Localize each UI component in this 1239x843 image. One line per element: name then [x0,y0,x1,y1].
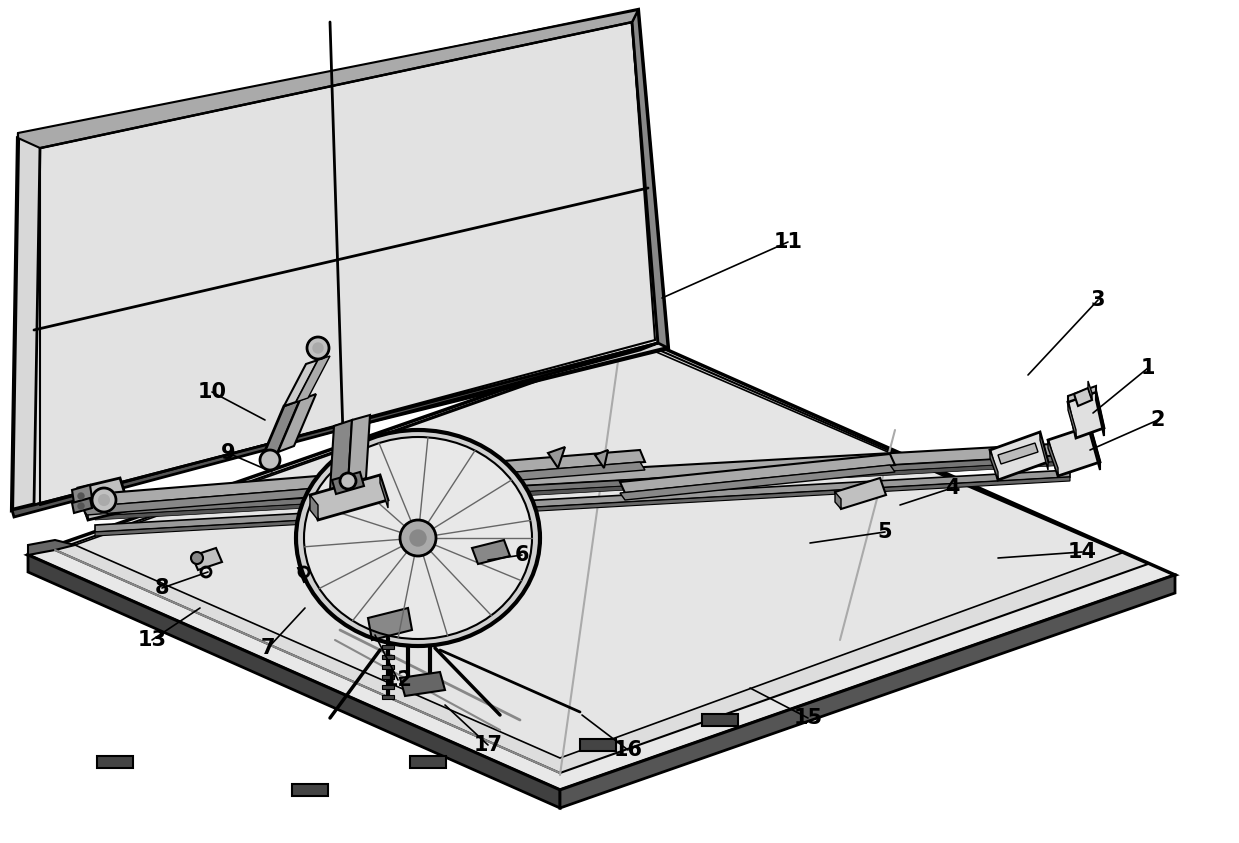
Polygon shape [310,495,318,520]
Circle shape [400,520,436,556]
Polygon shape [703,714,738,726]
Polygon shape [95,455,1070,516]
Text: 6: 6 [514,545,529,565]
Text: 2: 2 [1151,410,1165,430]
Polygon shape [278,394,316,452]
Circle shape [99,495,109,505]
Polygon shape [72,485,92,503]
Polygon shape [382,665,394,669]
Circle shape [339,473,356,489]
Circle shape [191,552,203,564]
Polygon shape [261,400,300,458]
Polygon shape [1048,440,1058,476]
Polygon shape [632,10,668,348]
Polygon shape [192,548,222,570]
Polygon shape [33,22,658,505]
Text: 14: 14 [1068,542,1097,562]
Polygon shape [348,415,370,484]
Polygon shape [472,540,510,564]
Polygon shape [95,443,1070,510]
Polygon shape [620,454,895,493]
Text: 9: 9 [221,443,235,463]
Text: 10: 10 [197,382,227,402]
Circle shape [78,493,84,499]
Circle shape [307,337,330,359]
Text: 7: 7 [260,638,275,658]
Ellipse shape [296,430,540,646]
Text: 13: 13 [138,630,166,650]
Polygon shape [1068,392,1104,438]
Polygon shape [95,461,1070,520]
Text: 17: 17 [473,735,503,755]
Circle shape [410,530,426,546]
Polygon shape [296,356,330,402]
Polygon shape [284,360,318,406]
Polygon shape [28,555,560,808]
Ellipse shape [304,437,532,639]
Polygon shape [400,672,445,696]
Polygon shape [595,450,608,468]
Polygon shape [835,478,886,509]
Polygon shape [1088,381,1092,400]
Polygon shape [19,10,638,148]
Polygon shape [382,655,394,659]
Polygon shape [382,695,394,699]
Polygon shape [12,10,668,510]
Polygon shape [1068,402,1075,438]
Text: 12: 12 [384,670,413,690]
Polygon shape [28,340,1175,790]
Circle shape [92,488,116,512]
Polygon shape [835,492,841,509]
Circle shape [260,450,280,470]
Polygon shape [332,472,364,494]
Polygon shape [382,685,394,689]
Circle shape [78,503,84,509]
Polygon shape [310,475,388,520]
Polygon shape [997,443,1038,464]
Polygon shape [28,540,76,555]
Polygon shape [12,133,19,510]
Text: 4: 4 [945,478,959,498]
Polygon shape [380,475,388,508]
Polygon shape [1068,386,1097,402]
Polygon shape [990,432,1048,480]
Polygon shape [292,784,328,796]
Polygon shape [12,343,658,517]
Text: 8: 8 [155,578,170,598]
Polygon shape [410,756,446,768]
Polygon shape [1040,432,1048,470]
Text: 11: 11 [773,232,803,252]
Polygon shape [382,675,394,679]
Polygon shape [1097,392,1104,436]
Polygon shape [82,462,646,515]
Polygon shape [330,420,352,490]
Text: 15: 15 [793,708,823,728]
Polygon shape [548,447,565,468]
Polygon shape [78,478,130,520]
Polygon shape [990,450,997,480]
Text: 3: 3 [1090,290,1105,310]
Polygon shape [95,477,1070,536]
Polygon shape [82,450,646,507]
Polygon shape [55,343,1149,773]
Polygon shape [620,465,895,500]
Polygon shape [368,608,413,640]
Polygon shape [382,645,394,649]
Polygon shape [1048,426,1100,476]
Polygon shape [1074,388,1092,406]
Polygon shape [76,345,1123,758]
Polygon shape [97,756,133,768]
Text: 16: 16 [613,740,643,760]
Polygon shape [72,498,92,513]
Circle shape [313,343,323,353]
Polygon shape [580,739,616,751]
Polygon shape [1090,426,1100,470]
Text: 5: 5 [877,522,892,542]
Polygon shape [95,470,1070,532]
Polygon shape [560,575,1175,808]
Polygon shape [299,560,328,582]
Polygon shape [78,488,88,520]
Text: 1: 1 [1141,358,1155,378]
